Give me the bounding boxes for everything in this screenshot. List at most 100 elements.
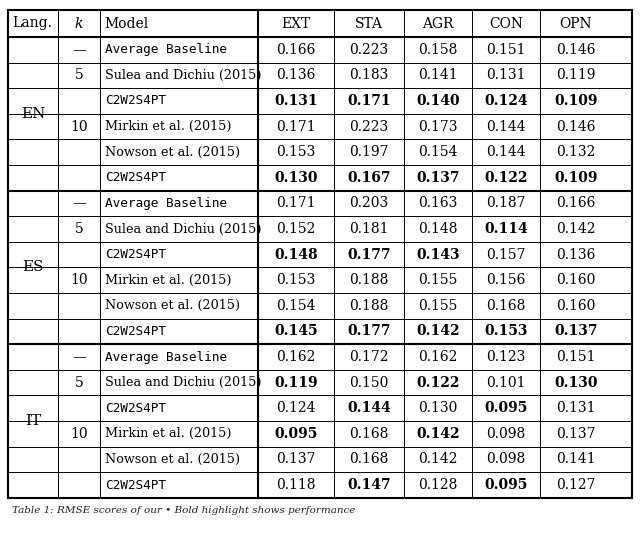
Text: 0.173: 0.173 — [419, 120, 458, 134]
Text: 10: 10 — [70, 273, 88, 287]
Text: 0.223: 0.223 — [349, 43, 388, 57]
Text: 0.124: 0.124 — [484, 94, 528, 108]
Text: 0.095: 0.095 — [275, 427, 317, 441]
Text: 0.223: 0.223 — [349, 120, 388, 134]
Text: 0.162: 0.162 — [419, 350, 458, 364]
Text: C2W2S4PT: C2W2S4PT — [105, 478, 166, 491]
Text: 0.144: 0.144 — [486, 145, 526, 159]
Text: 0.187: 0.187 — [486, 197, 525, 210]
Text: 0.130: 0.130 — [419, 401, 458, 415]
Text: 0.172: 0.172 — [349, 350, 388, 364]
Text: k: k — [75, 17, 83, 30]
Text: 0.109: 0.109 — [554, 94, 598, 108]
Text: 0.152: 0.152 — [276, 222, 316, 236]
Text: OPN: OPN — [560, 17, 592, 30]
Text: 0.144: 0.144 — [486, 120, 526, 134]
Text: 0.168: 0.168 — [349, 452, 388, 466]
Text: EN: EN — [21, 107, 45, 121]
Text: 0.130: 0.130 — [554, 375, 598, 390]
Text: Table 1: RMSE scores of our • Bold highlight shows performance: Table 1: RMSE scores of our • Bold highl… — [12, 506, 355, 515]
Text: —: — — [72, 197, 86, 210]
Text: 0.203: 0.203 — [349, 197, 388, 210]
Text: 0.177: 0.177 — [348, 324, 391, 339]
Text: Nowson et al. (2015): Nowson et al. (2015) — [105, 453, 240, 466]
Text: 0.146: 0.146 — [556, 43, 596, 57]
Text: 0.118: 0.118 — [276, 478, 316, 492]
Text: 0.160: 0.160 — [556, 299, 596, 313]
Text: 0.127: 0.127 — [556, 478, 596, 492]
Text: Sulea and Dichiu (2015): Sulea and Dichiu (2015) — [105, 223, 262, 235]
Text: 0.142: 0.142 — [416, 324, 460, 339]
Text: STA: STA — [355, 17, 383, 30]
Text: Nowson et al. (2015): Nowson et al. (2015) — [105, 299, 240, 312]
Text: 0.114: 0.114 — [484, 222, 528, 236]
Text: 0.171: 0.171 — [347, 94, 391, 108]
Text: Average Baseline: Average Baseline — [105, 197, 227, 210]
Text: 0.137: 0.137 — [554, 324, 598, 339]
Text: 5: 5 — [75, 222, 83, 236]
Text: EXT: EXT — [282, 17, 310, 30]
Text: C2W2S4PT: C2W2S4PT — [105, 248, 166, 261]
Text: 0.177: 0.177 — [348, 248, 391, 262]
Text: 0.188: 0.188 — [349, 299, 388, 313]
Text: —: — — [72, 43, 86, 57]
Text: 0.171: 0.171 — [276, 197, 316, 210]
Text: 0.146: 0.146 — [556, 120, 596, 134]
Text: 0.136: 0.136 — [556, 248, 596, 262]
Text: C2W2S4PT: C2W2S4PT — [105, 171, 166, 184]
Text: 0.162: 0.162 — [276, 350, 316, 364]
Text: 0.171: 0.171 — [276, 120, 316, 134]
Text: 0.140: 0.140 — [416, 94, 460, 108]
Text: 0.153: 0.153 — [276, 145, 316, 159]
Text: 0.150: 0.150 — [349, 375, 388, 390]
Text: 0.151: 0.151 — [556, 350, 596, 364]
Text: C2W2S4PT: C2W2S4PT — [105, 402, 166, 415]
Text: 0.168: 0.168 — [486, 299, 525, 313]
Text: 0.095: 0.095 — [484, 478, 528, 492]
Text: 0.131: 0.131 — [556, 401, 596, 415]
Text: Sulea and Dichiu (2015): Sulea and Dichiu (2015) — [105, 69, 262, 82]
Text: 0.156: 0.156 — [486, 273, 525, 287]
Text: 0.163: 0.163 — [419, 197, 458, 210]
Text: 0.141: 0.141 — [556, 452, 596, 466]
Text: 0.144: 0.144 — [347, 401, 391, 415]
Text: 0.132: 0.132 — [556, 145, 596, 159]
Text: C2W2S4PT: C2W2S4PT — [105, 325, 166, 338]
Text: 0.128: 0.128 — [419, 478, 458, 492]
Text: 10: 10 — [70, 427, 88, 441]
Text: Average Baseline: Average Baseline — [105, 350, 227, 364]
Text: 0.148: 0.148 — [419, 222, 458, 236]
Text: 0.101: 0.101 — [486, 375, 525, 390]
Text: 0.188: 0.188 — [349, 273, 388, 287]
Text: 0.155: 0.155 — [419, 299, 458, 313]
Text: 0.137: 0.137 — [276, 452, 316, 466]
Text: 0.166: 0.166 — [276, 43, 316, 57]
Text: 0.131: 0.131 — [274, 94, 318, 108]
Text: C2W2S4PT: C2W2S4PT — [105, 95, 166, 107]
Text: 0.122: 0.122 — [416, 375, 460, 390]
Text: CON: CON — [489, 17, 523, 30]
Text: 0.143: 0.143 — [416, 248, 460, 262]
Text: 0.142: 0.142 — [419, 452, 458, 466]
Text: ES: ES — [22, 261, 44, 274]
Text: 0.098: 0.098 — [486, 452, 525, 466]
Text: 0.141: 0.141 — [418, 68, 458, 82]
Text: 0.123: 0.123 — [486, 350, 525, 364]
Text: 0.124: 0.124 — [276, 401, 316, 415]
Text: IT: IT — [25, 414, 41, 428]
Text: 0.153: 0.153 — [276, 273, 316, 287]
Text: 0.148: 0.148 — [274, 248, 318, 262]
Text: 0.145: 0.145 — [274, 324, 318, 339]
Text: 0.167: 0.167 — [348, 171, 391, 185]
Text: 10: 10 — [70, 120, 88, 134]
Text: 0.095: 0.095 — [484, 401, 528, 415]
Text: Sulea and Dichiu (2015): Sulea and Dichiu (2015) — [105, 376, 262, 389]
Text: 0.160: 0.160 — [556, 273, 596, 287]
Text: 0.168: 0.168 — [349, 427, 388, 441]
Text: 0.131: 0.131 — [486, 68, 525, 82]
Text: 0.119: 0.119 — [274, 375, 318, 390]
Text: 0.119: 0.119 — [556, 68, 596, 82]
Text: 0.166: 0.166 — [556, 197, 596, 210]
Text: 5: 5 — [75, 68, 83, 82]
Text: AGR: AGR — [422, 17, 454, 30]
